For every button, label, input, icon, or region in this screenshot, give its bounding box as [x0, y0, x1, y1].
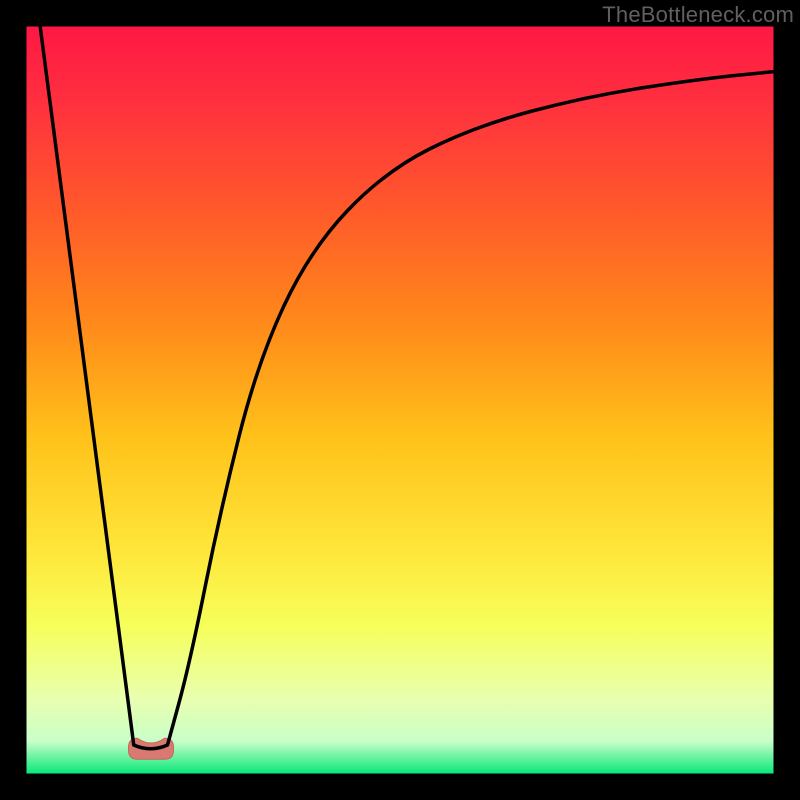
- watermark-text: TheBottleneck.com: [602, 2, 794, 28]
- bottleneck-chart: TheBottleneck.com: [0, 0, 800, 800]
- plot-background: [25, 25, 775, 775]
- chart-svg: [0, 0, 800, 800]
